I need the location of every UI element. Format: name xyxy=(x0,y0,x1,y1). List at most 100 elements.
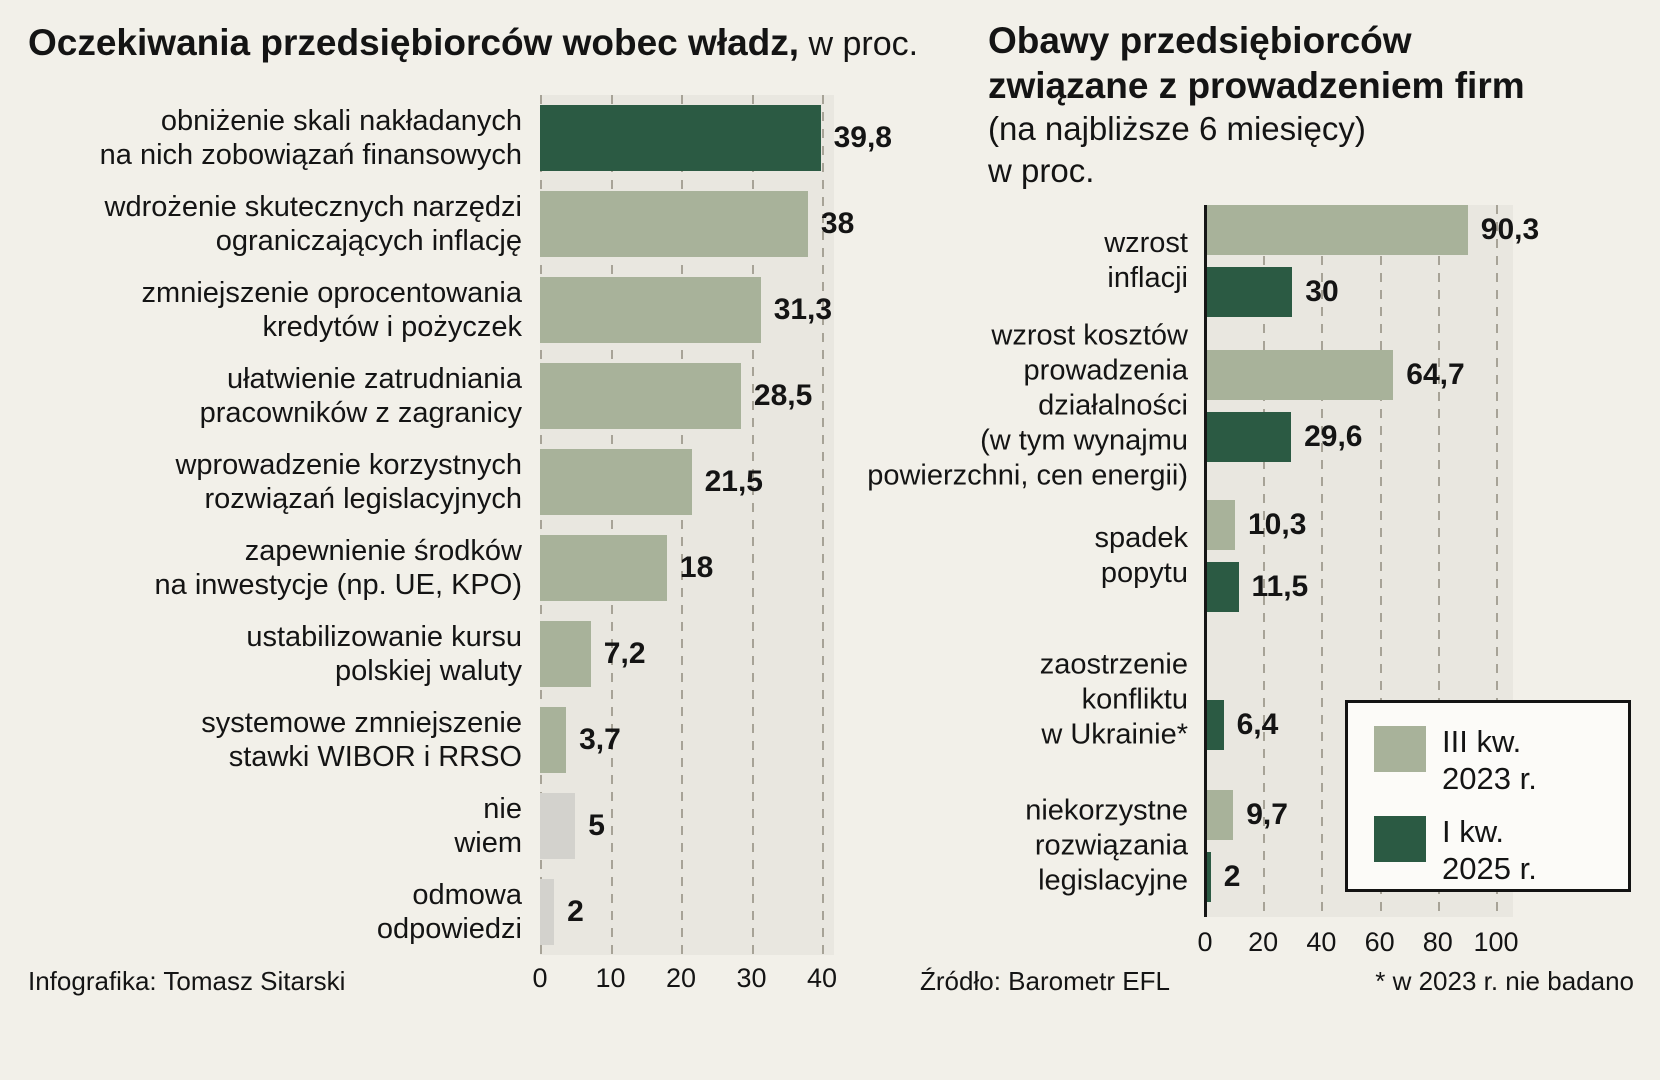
bars-block: 10,3 11,5 xyxy=(1205,500,1308,624)
bar xyxy=(540,191,808,257)
title-unit: w proc. xyxy=(988,152,1095,189)
chart-row: wprowadzenie korzystnych rozwiązań legisl… xyxy=(0,439,910,525)
x-tick-label: 60 xyxy=(1364,927,1395,957)
bar-row: 10,3 xyxy=(1205,500,1308,550)
gridline xyxy=(1437,205,1440,917)
gridlines xyxy=(540,95,834,955)
source-text: Źródło: Barometr EFL xyxy=(920,966,1170,996)
bar xyxy=(1205,562,1239,612)
bars-block: 9,7 2 xyxy=(1205,790,1288,914)
value-label: 3,7 xyxy=(579,723,621,756)
bar xyxy=(540,277,761,343)
bar xyxy=(540,105,821,171)
chart-row: zmniejszenie oprocentowania kredytów i po… xyxy=(0,267,910,353)
left-chart-title: Oczekiwania przedsiębiorców wobec władz,… xyxy=(28,22,918,64)
gridline xyxy=(1321,205,1324,917)
category-label: zapewnienie środków na inwestycje (np. UE… xyxy=(154,535,522,601)
legend-label-line: I kw. xyxy=(1442,814,1505,849)
value-label: 39,8 xyxy=(833,121,892,154)
value-label: 29,6 xyxy=(1304,420,1363,453)
legend-label-line: III kw. xyxy=(1442,724,1522,759)
bar xyxy=(540,707,567,773)
value-label: 64,7 xyxy=(1406,358,1465,391)
value-label: 2 xyxy=(1223,860,1241,893)
value-label: 5 xyxy=(588,809,605,842)
bar-rows: obniżenie skali nakładanych na nich zobow… xyxy=(0,95,910,955)
legend-label: I kw. 2025 r. xyxy=(1442,813,1537,887)
bar-wrap: 38 xyxy=(540,191,854,257)
bar xyxy=(1205,412,1292,462)
bar-row: 29,6 xyxy=(1205,412,1465,462)
gridline xyxy=(822,95,824,955)
value-label: 21,5 xyxy=(704,465,763,498)
bar xyxy=(1205,350,1394,400)
bar xyxy=(1205,852,1211,902)
bar-groups: wzrost inflacji 90,3 30 wzrost kosztów prowad… xyxy=(830,205,1660,917)
value-label: 38 xyxy=(820,207,855,240)
gridline xyxy=(610,95,613,955)
value-label: 7,2 xyxy=(603,637,646,670)
x-tick-label: 30 xyxy=(736,963,767,993)
category-label: wzrost inflacji xyxy=(1104,227,1188,294)
chart-row: ułatwienie zatrudniania pracowników z zag… xyxy=(0,353,910,439)
left-bar-chart: obniżenie skali nakładanych na nich zobow… xyxy=(0,95,910,995)
category-label: niekorzystne rozwiązania legislacyjne xyxy=(1025,794,1188,897)
title-subline: (na najbliższe 6 miesięcy) xyxy=(988,110,1366,147)
value-label: 28,5 xyxy=(753,379,813,412)
value-label: 10,3 xyxy=(1248,508,1307,541)
bar-row: 2 xyxy=(1205,852,1288,902)
category-label: wdrożenie skutecznych narzędzi ograniczaj… xyxy=(104,191,522,257)
bars-block: 90,3 30 xyxy=(1205,205,1539,329)
chart-row: ustabilizowanie kursu polskiej waluty 7,2 xyxy=(0,611,910,697)
category-label: spadek popytu xyxy=(1094,522,1188,589)
gridline xyxy=(540,95,542,955)
title-line: Obawy przedsiębiorców xyxy=(988,20,1412,61)
left-title-unit: w proc. xyxy=(799,25,919,63)
legend-swatch-2025 xyxy=(1374,816,1426,862)
chart-row: nie wiem 5 xyxy=(0,783,910,869)
bar-row: 64,7 xyxy=(1205,350,1465,400)
value-label: 11,5 xyxy=(1251,570,1309,603)
gridline xyxy=(681,95,683,955)
value-label: 90,3 xyxy=(1480,213,1540,246)
chart-row: systemowe zmniejszenie stawki WIBOR i RRS… xyxy=(0,697,910,783)
x-tick-label: 20 xyxy=(1248,927,1279,957)
bar xyxy=(1205,500,1235,550)
bar xyxy=(540,449,692,515)
legend: III kw. 2023 r. I kw. 2025 r. xyxy=(1345,700,1631,892)
value-label: 30 xyxy=(1305,275,1339,308)
bar xyxy=(1205,205,1468,255)
value-label: 18 xyxy=(679,551,714,584)
category-label: odmowa odpowiedzi xyxy=(376,879,522,945)
x-tick-label: 20 xyxy=(665,963,697,993)
bar xyxy=(1205,700,1224,750)
x-axis-ticks: 0 10 20 30 40 xyxy=(532,963,837,999)
credit-text: Infografika: Tomasz Sitarski xyxy=(28,966,346,996)
bar xyxy=(1205,790,1234,840)
bar-row: 90,3 xyxy=(1205,205,1539,255)
bar xyxy=(540,879,555,945)
x-tick-label: 100 xyxy=(1473,927,1519,957)
value-label: 6,4 xyxy=(1236,708,1279,741)
bar xyxy=(540,535,667,601)
gridline xyxy=(1379,205,1382,917)
legend-entry-2025: I kw. 2025 r. xyxy=(1374,813,1628,887)
bars-block: 64,7 29,6 xyxy=(1205,350,1465,474)
bar xyxy=(540,363,741,429)
category-label: wprowadzenie korzystnych rozwiązań legisl… xyxy=(175,449,522,515)
value-label: 31,3 xyxy=(773,293,833,326)
legend-swatch-2023 xyxy=(1374,726,1426,772)
category-label: nie wiem xyxy=(454,793,522,859)
footnote-text: * w 2023 r. nie badano xyxy=(1375,966,1634,996)
value-label: 9,7 xyxy=(1246,798,1288,831)
bar xyxy=(540,621,591,687)
bar-wrap: 18 xyxy=(540,535,713,601)
legend-label: III kw. 2023 r. xyxy=(1442,723,1537,797)
right-bar-chart: wzrost inflacji 90,3 30 wzrost kosztów prowad… xyxy=(830,205,1660,995)
bar-wrap: 21,5 xyxy=(540,449,763,515)
x-axis-ticks: 0 20 40 60 80 100 xyxy=(1197,927,1518,963)
x-tick-label: 0 xyxy=(1197,927,1213,957)
category-label: zaostrzenie konfliktu w Ukrainie* xyxy=(1039,648,1188,751)
bar-row: 11,5 xyxy=(1205,562,1308,612)
